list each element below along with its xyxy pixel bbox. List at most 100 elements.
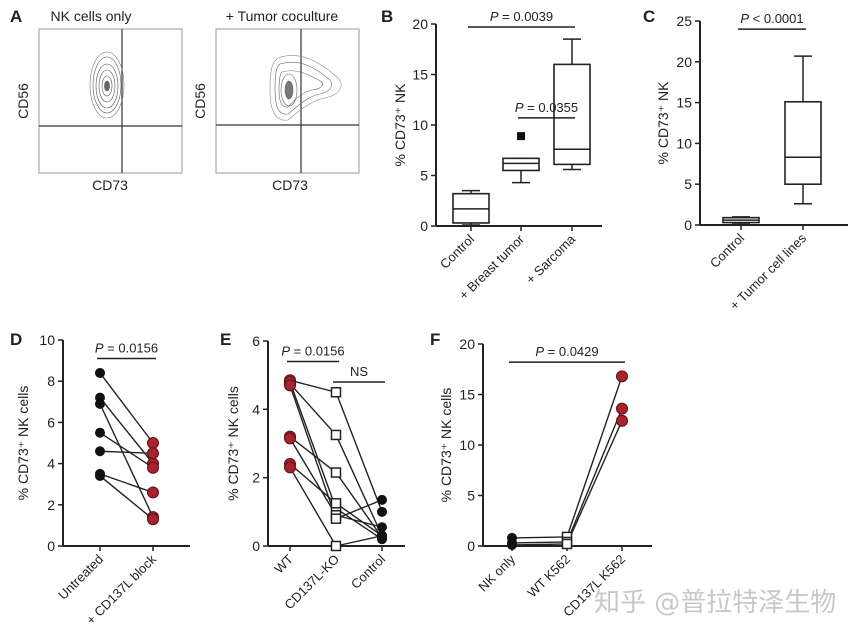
data-point-red [284,461,296,474]
paired-line [335,434,383,537]
data-point-red [616,370,628,383]
data-point-black [95,446,105,457]
p-value-label: P = 0.0355 [515,100,578,115]
data-point-red [147,513,159,526]
paired-series-4 [99,450,154,454]
data-point-red [147,486,159,499]
box-iqr [784,100,822,185]
data-point-red [284,379,296,392]
data-point-square [330,429,342,441]
y-tick-label: 15 [676,95,692,111]
paired-line [566,376,623,538]
paired-line [511,543,568,546]
box-iqr [553,63,591,166]
paired-line [289,379,337,393]
box-0 [452,189,490,226]
y-axis-label: % CD73⁺ NK cells [438,388,454,503]
x-tick-label: Control [437,231,477,271]
data-point-black [377,494,387,505]
box-0 [722,216,760,225]
y-tick-label: 2 [252,470,260,486]
paired-line [99,473,154,494]
y-tick-label: 0 [467,538,475,554]
paired-line [335,535,383,547]
data-point-red [616,414,628,427]
p-value-label: P = 0.0039 [490,9,553,24]
p-value-label: NS [350,364,368,379]
y-tick-label: 15 [459,387,475,403]
y-tick-label: 10 [39,332,55,348]
contour-population-2 [269,55,342,121]
data-point-square [330,498,342,509]
panel-label-f: F [430,330,440,349]
paired-series-2 [289,381,383,540]
flow-plot-1-frame [38,28,183,174]
paired-line [335,499,383,520]
box-2 [553,38,591,171]
paired-series-1 [289,383,383,537]
paired-line [99,475,154,520]
data-point-black [95,398,105,409]
y-tick-label: 0 [684,217,692,233]
paired-series-0 [99,372,154,444]
paired-line [511,541,568,544]
paired-series-2 [511,420,623,546]
y-tick-label: 15 [412,67,428,83]
paired-line [335,507,383,540]
paired-line [99,372,154,444]
data-point-black [95,427,105,438]
y-tick-label: 2 [47,497,55,513]
paired-series-0 [511,376,623,539]
paired-series-5 [99,473,154,494]
y-tick-label: 10 [412,117,428,133]
panel-label-b: B [381,7,393,26]
data-point-black [377,506,387,517]
paired-line [289,467,337,547]
paired-line [566,408,623,543]
y-tick-label: 5 [684,176,692,192]
flow-ylabel-1: CD56 [15,83,31,119]
paired-line [335,391,383,513]
y-tick-label: 20 [459,336,475,352]
y-tick-label: 25 [676,13,692,29]
panel-label-a: A [10,7,22,26]
flow-xlabel-1: CD73 [92,177,128,193]
paired-line [289,438,337,516]
data-point-red [147,447,159,460]
paired-line [335,514,383,528]
y-tick-label: 10 [459,437,475,453]
paired-line [289,385,337,519]
paired-line [566,420,623,545]
y-tick-label: 5 [467,488,475,504]
paired-series-1 [511,408,623,544]
y-tick-label: 0 [252,538,260,554]
data-point-square [330,540,342,552]
box-1 [784,55,822,205]
paired-line [289,436,337,474]
p-value-label: P = 0.0156 [281,344,344,359]
paired-series-7 [289,385,383,520]
watermark: 知乎 @普拉特泽生物 [594,588,836,618]
flow-title-2: + Tumor coculture [226,8,339,24]
data-point-square [561,538,573,550]
y-tick-label: 6 [252,333,260,349]
data-point-black [377,522,387,533]
contour-population-1 [89,51,125,119]
y-axis-label: % CD73⁺ NK cells [15,386,31,501]
x-tick-label: Control [707,230,747,270]
y-tick-label: 8 [47,373,55,389]
y-axis-label: % CD73⁺ NK cells [225,386,241,501]
y-tick-label: 5 [420,168,428,184]
data-point-red [147,437,159,449]
y-tick-label: 6 [47,414,55,430]
paired-series-3 [99,432,154,469]
p-value-label: P = 0.0429 [535,344,598,359]
paired-line [99,450,154,454]
p-value-label: P = 0.0156 [95,341,158,356]
outlier-point [517,132,525,141]
y-tick-label: 20 [676,54,692,70]
